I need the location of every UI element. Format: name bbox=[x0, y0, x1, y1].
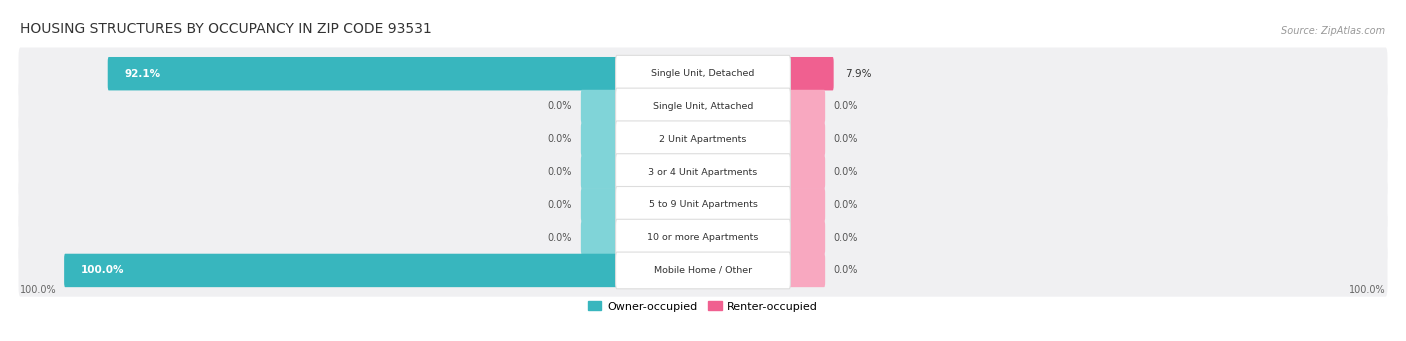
FancyBboxPatch shape bbox=[65, 254, 617, 287]
FancyBboxPatch shape bbox=[108, 57, 617, 90]
FancyBboxPatch shape bbox=[789, 254, 825, 287]
Text: Single Unit, Attached: Single Unit, Attached bbox=[652, 102, 754, 111]
FancyBboxPatch shape bbox=[18, 211, 1388, 264]
Text: 0.0%: 0.0% bbox=[834, 233, 858, 243]
Text: 0.0%: 0.0% bbox=[548, 102, 572, 112]
Text: 2 Unit Apartments: 2 Unit Apartments bbox=[659, 135, 747, 144]
FancyBboxPatch shape bbox=[18, 244, 1388, 297]
FancyBboxPatch shape bbox=[616, 219, 790, 256]
FancyBboxPatch shape bbox=[18, 47, 1388, 100]
Text: 10 or more Apartments: 10 or more Apartments bbox=[647, 233, 759, 242]
Text: Source: ZipAtlas.com: Source: ZipAtlas.com bbox=[1281, 26, 1385, 36]
FancyBboxPatch shape bbox=[616, 55, 790, 92]
FancyBboxPatch shape bbox=[789, 90, 825, 123]
Text: 0.0%: 0.0% bbox=[834, 200, 858, 210]
Text: 7.9%: 7.9% bbox=[845, 69, 872, 79]
FancyBboxPatch shape bbox=[616, 88, 790, 125]
Text: 100.0%: 100.0% bbox=[82, 265, 125, 276]
FancyBboxPatch shape bbox=[581, 221, 617, 254]
Text: Single Unit, Detached: Single Unit, Detached bbox=[651, 69, 755, 78]
FancyBboxPatch shape bbox=[616, 252, 790, 289]
FancyBboxPatch shape bbox=[18, 179, 1388, 231]
Text: 0.0%: 0.0% bbox=[834, 134, 858, 144]
Legend: Owner-occupied, Renter-occupied: Owner-occupied, Renter-occupied bbox=[588, 301, 818, 312]
FancyBboxPatch shape bbox=[18, 113, 1388, 165]
FancyBboxPatch shape bbox=[616, 154, 790, 190]
FancyBboxPatch shape bbox=[789, 122, 825, 156]
FancyBboxPatch shape bbox=[581, 90, 617, 123]
Text: 0.0%: 0.0% bbox=[548, 167, 572, 177]
Text: 0.0%: 0.0% bbox=[548, 200, 572, 210]
FancyBboxPatch shape bbox=[616, 187, 790, 223]
Text: 0.0%: 0.0% bbox=[834, 102, 858, 112]
Text: 3 or 4 Unit Apartments: 3 or 4 Unit Apartments bbox=[648, 167, 758, 177]
Text: HOUSING STRUCTURES BY OCCUPANCY IN ZIP CODE 93531: HOUSING STRUCTURES BY OCCUPANCY IN ZIP C… bbox=[21, 22, 432, 36]
FancyBboxPatch shape bbox=[18, 80, 1388, 133]
FancyBboxPatch shape bbox=[789, 57, 834, 90]
FancyBboxPatch shape bbox=[581, 122, 617, 156]
Text: 0.0%: 0.0% bbox=[548, 134, 572, 144]
FancyBboxPatch shape bbox=[581, 188, 617, 222]
Text: 5 to 9 Unit Apartments: 5 to 9 Unit Apartments bbox=[648, 201, 758, 209]
Text: 100.0%: 100.0% bbox=[21, 285, 58, 295]
FancyBboxPatch shape bbox=[18, 146, 1388, 198]
FancyBboxPatch shape bbox=[789, 155, 825, 189]
FancyBboxPatch shape bbox=[789, 221, 825, 254]
Text: 0.0%: 0.0% bbox=[548, 233, 572, 243]
Text: Mobile Home / Other: Mobile Home / Other bbox=[654, 266, 752, 275]
Text: 0.0%: 0.0% bbox=[834, 265, 858, 276]
Text: 100.0%: 100.0% bbox=[1348, 285, 1385, 295]
FancyBboxPatch shape bbox=[581, 155, 617, 189]
FancyBboxPatch shape bbox=[789, 188, 825, 222]
FancyBboxPatch shape bbox=[616, 121, 790, 158]
Text: 0.0%: 0.0% bbox=[834, 167, 858, 177]
Text: 92.1%: 92.1% bbox=[125, 69, 160, 79]
